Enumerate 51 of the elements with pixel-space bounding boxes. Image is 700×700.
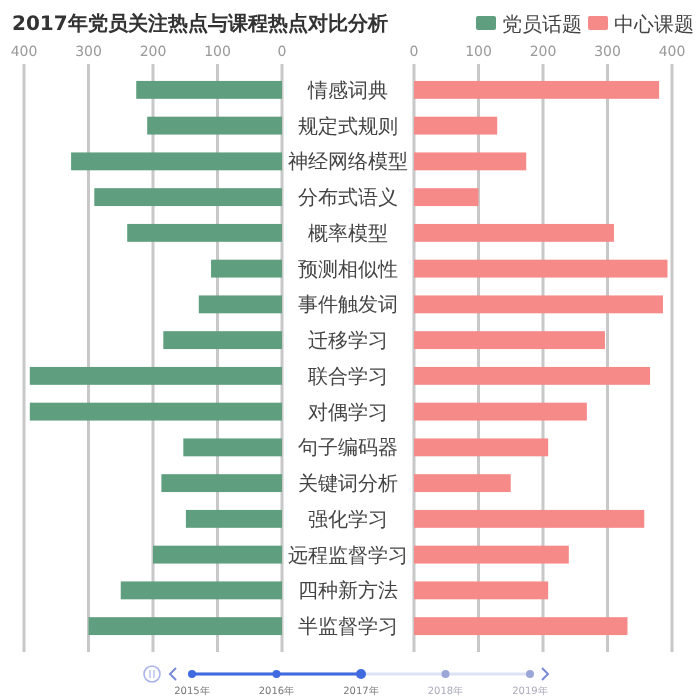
- bar: [136, 80, 282, 99]
- bar: [183, 438, 282, 457]
- bar: [414, 617, 628, 636]
- y-tick-label: 概率模型: [308, 221, 388, 246]
- bar: [414, 438, 549, 457]
- y-tick-label: 情感词典: [306, 78, 388, 103]
- bar: [147, 116, 282, 135]
- bar: [414, 402, 587, 421]
- y-tick-label: 四种新方法: [298, 579, 398, 604]
- bar: [29, 366, 282, 385]
- y-tick-label: 事件触发词: [298, 293, 398, 318]
- bar: [414, 366, 651, 385]
- y-tick-label: 迁移学习: [308, 329, 388, 354]
- y-tick-label: 联合学习: [308, 364, 388, 389]
- bar: [153, 545, 282, 564]
- bar: [414, 188, 479, 207]
- y-tick-label: 对偶学习: [308, 400, 388, 425]
- bar: [71, 152, 282, 171]
- bar: [414, 474, 511, 493]
- y-tick-label: 分布式语义: [298, 186, 398, 211]
- bar: [414, 152, 527, 171]
- y-tick-label: 神经网络模型: [288, 150, 408, 175]
- bar: [29, 402, 282, 421]
- bar: [211, 259, 282, 278]
- legend-label: 党员话题: [502, 13, 582, 37]
- bar: [94, 188, 282, 207]
- y-tick-label: 预测相似性: [298, 257, 398, 282]
- y-tick-label: 规定式规则: [298, 114, 398, 139]
- bar: [127, 223, 282, 242]
- bar: [414, 295, 663, 314]
- bar: [414, 259, 668, 278]
- y-tick-label: 句子编码器: [298, 436, 398, 461]
- bar: [161, 474, 282, 493]
- bar: [198, 295, 282, 314]
- chart-title: 2017年党员关注热点与课程热点对比分析: [12, 12, 388, 36]
- y-tick-label: 远程监督学习: [288, 543, 408, 568]
- bar: [88, 617, 282, 636]
- bar: [414, 331, 605, 350]
- bar: [120, 581, 282, 600]
- bar: [414, 545, 569, 564]
- y-tick-label: 强化学习: [308, 507, 388, 532]
- legend-label: 中心课题: [614, 13, 694, 37]
- y-tick-label: 关键词分析: [298, 472, 398, 497]
- bar: [414, 80, 660, 99]
- bar: [414, 509, 645, 528]
- bar: [414, 581, 549, 600]
- bar: [414, 116, 498, 135]
- bar: [414, 223, 614, 242]
- bar: [163, 331, 282, 350]
- y-tick-label: 半监督学习: [298, 615, 398, 640]
- bar: [185, 509, 282, 528]
